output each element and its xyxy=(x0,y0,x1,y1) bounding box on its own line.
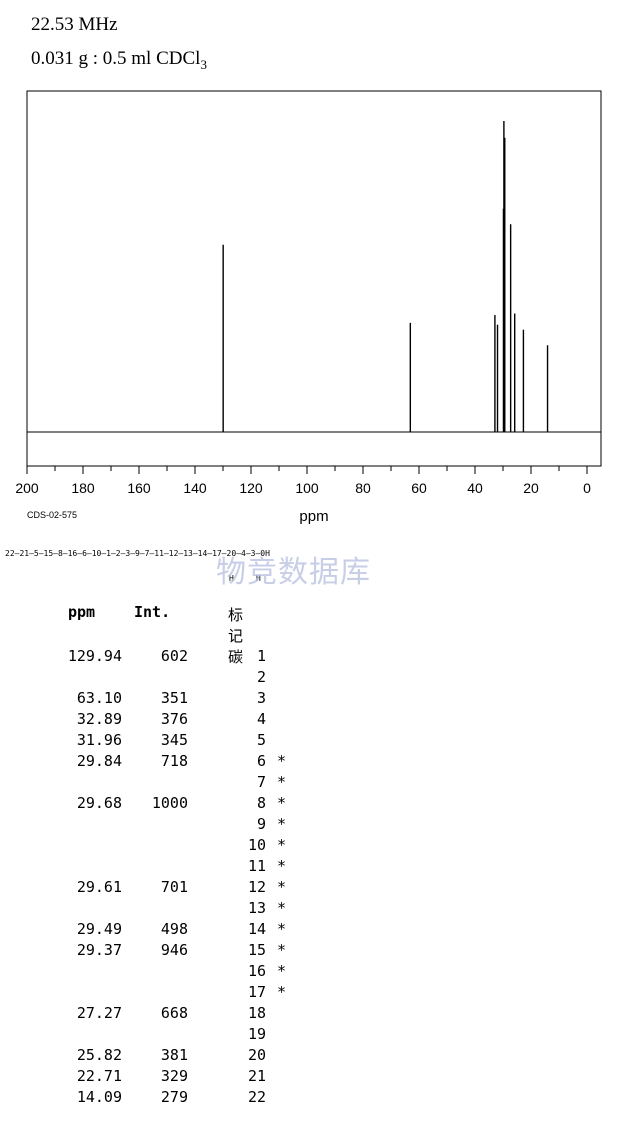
cell-star: * xyxy=(277,857,287,875)
cell-intensity: 1000 xyxy=(151,794,188,812)
cell-carbon: 4 xyxy=(256,710,266,728)
cell-ppm: 14.09 xyxy=(76,1088,122,1106)
cell-carbon: 5 xyxy=(256,731,266,749)
cell-carbon: 7 xyxy=(256,773,266,791)
cell-star: * xyxy=(277,836,287,854)
header-int: Int. xyxy=(134,603,171,621)
x-tick-label: 160 xyxy=(127,480,151,496)
cell-intensity: 718 xyxy=(160,752,188,770)
cell-intensity: 351 xyxy=(160,689,188,707)
cell-carbon: 10 xyxy=(247,836,266,854)
cell-star: * xyxy=(277,962,287,980)
structure-chain: 22—21—5—15—8—16—6—10—1—2—3—9—7—11—12—13—… xyxy=(5,549,270,558)
cell-ppm: 25.82 xyxy=(76,1046,122,1064)
cell-intensity: 701 xyxy=(160,878,188,896)
cell-intensity: 668 xyxy=(160,1004,188,1022)
cell-ppm: 29.49 xyxy=(76,920,122,938)
cell-ppm: 22.71 xyxy=(76,1067,122,1085)
x-tick-label: 100 xyxy=(295,480,319,496)
peak-lines xyxy=(222,121,549,432)
plot-frame xyxy=(26,90,602,467)
cell-carbon: 9 xyxy=(256,815,266,833)
cell-star: * xyxy=(277,983,287,1001)
cell-intensity: 345 xyxy=(160,731,188,749)
sample-subscript: 3 xyxy=(200,56,207,72)
cell-carbon: 22 xyxy=(247,1088,266,1106)
header-ppm: ppm xyxy=(68,603,96,621)
cell-intensity: 602 xyxy=(160,647,188,665)
cell-carbon: 6 xyxy=(256,752,266,770)
cell-carbon: 21 xyxy=(247,1067,266,1085)
cell-star: * xyxy=(277,794,287,812)
nmr-spectrum-chart: 200 180 160 140 120 100 80 60 40 20 0 ppm CDS-02-5… xyxy=(15,90,602,525)
x-axis-label: ppm xyxy=(299,508,328,525)
x-tick-label: 180 xyxy=(71,480,95,496)
cell-ppm: 29.37 xyxy=(76,941,122,959)
x-axis-tick-labels: 200 180 160 140 120 100 80 60 40 20 0 xyxy=(15,480,591,496)
cell-star: * xyxy=(277,899,287,917)
header-carbon: 标记碳 xyxy=(228,606,244,666)
cell-carbon: 19 xyxy=(247,1025,266,1043)
x-tick-label: 0 xyxy=(583,480,591,496)
cell-star: * xyxy=(277,752,287,770)
x-tick-label: 200 xyxy=(15,480,39,496)
cell-star: * xyxy=(277,878,287,896)
cell-ppm: 29.68 xyxy=(76,794,122,812)
cell-intensity: 279 xyxy=(160,1088,188,1106)
cell-ppm: 63.10 xyxy=(76,689,122,707)
cell-intensity: 946 xyxy=(160,941,188,959)
x-tick-label: 20 xyxy=(523,480,539,496)
cell-ppm: 27.27 xyxy=(76,1004,122,1022)
cell-carbon: 16 xyxy=(247,962,266,980)
x-tick-label: 40 xyxy=(467,480,483,496)
cell-carbon: 15 xyxy=(247,941,266,959)
cell-intensity: 381 xyxy=(160,1046,188,1064)
cell-carbon: 18 xyxy=(247,1004,266,1022)
cell-carbon: 3 xyxy=(256,689,266,707)
cell-carbon: 12 xyxy=(247,878,266,896)
cell-ppm: 29.84 xyxy=(76,752,122,770)
structure-h-mark: H xyxy=(256,574,261,583)
cell-ppm: 32.89 xyxy=(76,710,122,728)
spectrometer-frequency: 22.53 MHz xyxy=(31,14,118,35)
x-axis-ticks xyxy=(26,466,588,474)
watermark: 物竞数据库 xyxy=(216,555,371,590)
cell-ppm: 129.94 xyxy=(67,647,122,665)
cell-star: * xyxy=(277,941,287,959)
cell-ppm: 31.96 xyxy=(76,731,122,749)
sample-text: 0.031 g : 0.5 ml CDCl xyxy=(31,48,201,69)
cell-ppm: 29.61 xyxy=(76,878,122,896)
cell-carbon: 1 xyxy=(256,647,266,665)
cell-carbon: 14 xyxy=(247,920,266,938)
cell-intensity: 329 xyxy=(160,1067,188,1085)
x-tick-label: 80 xyxy=(355,480,371,496)
cell-carbon: 8 xyxy=(256,794,266,812)
cell-carbon: 13 xyxy=(247,899,266,917)
sample-concentration: 0.031 g : 0.5 ml CDCl3 xyxy=(31,48,207,73)
spectrum-code: CDS-02-575 xyxy=(27,510,77,520)
x-tick-label: 120 xyxy=(239,480,263,496)
cell-carbon: 17 xyxy=(247,983,266,1001)
cell-intensity: 498 xyxy=(160,920,188,938)
cell-carbon: 20 xyxy=(247,1046,266,1064)
x-tick-label: 140 xyxy=(183,480,207,496)
cell-intensity: 376 xyxy=(160,710,188,728)
cell-star: * xyxy=(277,920,287,938)
cell-carbon: 11 xyxy=(247,857,266,875)
cell-star: * xyxy=(277,815,287,833)
cell-carbon: 2 xyxy=(256,668,266,686)
structure-h-mark: H xyxy=(229,574,234,583)
cell-star: * xyxy=(277,773,287,791)
x-tick-label: 60 xyxy=(411,480,427,496)
